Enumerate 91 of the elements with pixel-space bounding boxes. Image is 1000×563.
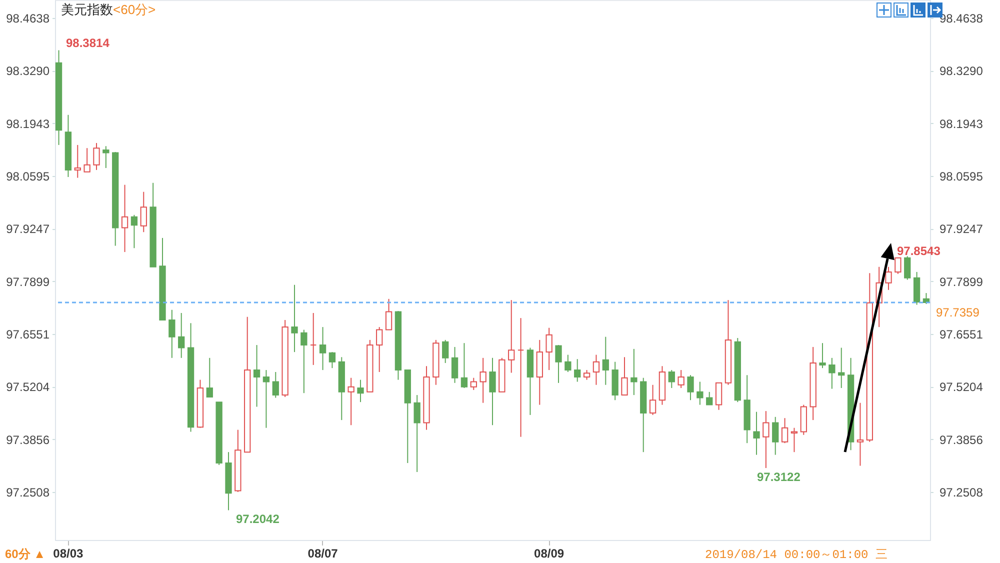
candlestick — [291, 284, 298, 353]
candlestick — [489, 357, 496, 426]
candlestick — [696, 381, 704, 406]
candlestick — [630, 348, 638, 396]
candlestick — [574, 358, 581, 382]
y-tick-label: 97.3856 — [6, 432, 50, 447]
y2-tick-label: 97.7899 — [940, 274, 984, 289]
chart-subtitle: <60分> — [113, 2, 156, 17]
candlestick — [300, 329, 308, 394]
candlestick — [470, 377, 477, 390]
y-tick-label: 97.7899 — [6, 274, 50, 289]
candlestick — [93, 142, 100, 170]
candlestick — [856, 402, 864, 466]
candlestick — [74, 144, 81, 178]
y-tick-label: 97.6551 — [6, 328, 50, 342]
candlestick — [517, 318, 524, 438]
y2-tick-label: 97.2508 — [940, 486, 984, 500]
chart-title: 美元指数 — [61, 2, 113, 17]
candlestick — [121, 184, 128, 253]
y2-tick-label: 98.3290 — [940, 64, 984, 78]
candlestick — [178, 312, 185, 358]
y2-tick-label: 98.4638 — [940, 12, 984, 26]
candlestick — [772, 416, 779, 456]
annotation: 97.2042 — [236, 512, 280, 526]
candlestick — [894, 257, 902, 274]
candlestick — [649, 384, 656, 416]
y-tick-label: 98.4638 — [6, 12, 50, 26]
candlestick — [168, 309, 176, 358]
candlestick — [206, 357, 213, 398]
candlestick — [451, 346, 458, 384]
y-tick-label: 97.9247 — [6, 222, 50, 236]
text: 60分 ▲ — [5, 547, 46, 561]
candlestick — [262, 370, 270, 428]
candlestick — [790, 427, 798, 453]
annotation: 97.3122 — [757, 470, 801, 484]
y2-tick-label: 98.0595 — [940, 170, 984, 184]
candlestick — [687, 374, 694, 401]
candlestick — [460, 342, 468, 389]
candlestick — [828, 357, 836, 390]
candlestick — [102, 146, 110, 169]
candlestick — [819, 342, 826, 369]
y-tick-label: 98.3290 — [6, 64, 50, 78]
candlestick — [348, 377, 354, 426]
candlestick — [904, 256, 911, 280]
candlestick — [762, 410, 770, 469]
candlestick — [781, 418, 788, 444]
y-tick-label: 97.2508 — [6, 486, 50, 500]
x-tick-label: 08/03 — [53, 546, 84, 560]
y-tick-label: 98.0595 — [6, 170, 50, 184]
candlestick — [715, 382, 722, 410]
candlestick — [592, 354, 600, 386]
candlestick — [140, 191, 147, 233]
candlestick — [442, 339, 449, 364]
y2-tick-label: 97.6551 — [940, 328, 984, 342]
y2-tick-label: 97.9247 — [940, 222, 984, 236]
candlestick — [376, 326, 383, 372]
y-tick-label: 98.1943 — [6, 116, 50, 131]
candlestick — [838, 347, 845, 389]
y-tick-label: 97.5204 — [6, 380, 50, 394]
candlestick — [885, 266, 892, 290]
candlestick — [84, 148, 90, 172]
text: 2019/08/14 00:00～01:00 三 — [705, 548, 888, 562]
candlestick — [480, 357, 486, 404]
candlestick — [272, 371, 279, 398]
y2-tick-label: 98.1943 — [940, 116, 984, 131]
candlestick — [678, 370, 684, 389]
y2-tick-label: 97.5204 — [940, 380, 984, 394]
candlestick — [583, 370, 590, 380]
annotation: 97.8543 — [897, 244, 941, 258]
x-tick-label: 08/09 — [534, 546, 564, 560]
annotation: 98.3814 — [66, 36, 110, 50]
candlestick — [253, 344, 260, 408]
candlestick — [310, 312, 317, 366]
candlestick — [621, 356, 628, 396]
candlestick — [130, 214, 138, 249]
candlestick — [546, 327, 552, 371]
candlestick — [385, 298, 392, 330]
candlestick — [319, 326, 326, 371]
candlestick — [414, 394, 420, 473]
candlestick — [753, 411, 760, 456]
candlestick — [564, 354, 572, 372]
y2-tick-label: 97.3856 — [940, 432, 984, 447]
ref-line-label: 97.7359 — [936, 305, 980, 320]
candlestick — [706, 391, 713, 406]
candlestick — [602, 336, 609, 386]
candlestick — [508, 300, 515, 374]
candlestick — [555, 344, 562, 384]
x-tick-label: 08/07 — [308, 546, 338, 560]
candlestick — [328, 352, 336, 369]
candlestick — [668, 370, 675, 389]
candlestick — [357, 379, 364, 403]
